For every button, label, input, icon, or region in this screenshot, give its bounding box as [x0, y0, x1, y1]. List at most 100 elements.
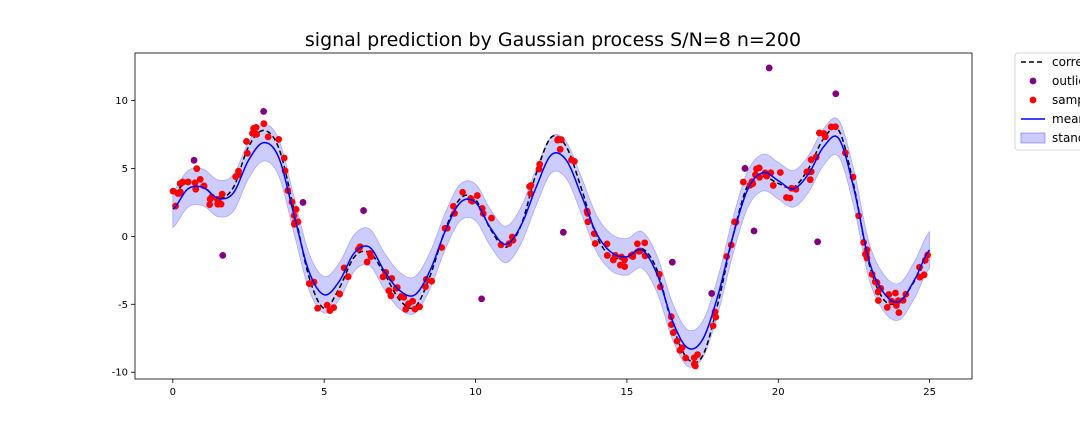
sample-point: [397, 293, 405, 300]
sample-point: [387, 292, 395, 300]
sample-point: [755, 164, 763, 172]
outlier-point: [765, 64, 773, 72]
sample-point: [264, 133, 272, 141]
sample-point: [292, 205, 300, 213]
sample-point: [883, 304, 891, 311]
x-tick-label: 10: [469, 387, 482, 398]
outlier-point: [260, 108, 268, 115]
legend-marker-samples: [1029, 96, 1037, 104]
x-tick-label: 15: [621, 387, 634, 398]
outlier-point: [832, 90, 840, 98]
sample-point: [690, 354, 698, 362]
sample-point: [899, 296, 907, 304]
sample-point: [554, 136, 561, 144]
sample-point: [473, 192, 481, 199]
sample-point: [556, 145, 564, 153]
sample-point: [416, 303, 423, 311]
sample-point: [428, 277, 436, 285]
y-tick-label: 5: [122, 164, 128, 175]
sample-point: [690, 360, 698, 368]
x-tick-label: 25: [923, 387, 936, 398]
y-tick-label: -10: [112, 368, 128, 379]
sample-point: [832, 123, 839, 131]
legend-label-outliers: outliers: [1052, 74, 1080, 88]
y-tick-label: 10: [115, 96, 128, 107]
plot-frame: [134, 52, 973, 380]
outlier-point: [299, 199, 307, 206]
sample-point: [892, 289, 899, 297]
sample-point: [609, 256, 617, 264]
x-tick-label: 0: [170, 387, 176, 398]
sample-point: [206, 201, 214, 208]
sample-point: [235, 167, 242, 175]
outlier-point: [360, 207, 367, 214]
sample-point: [570, 157, 578, 165]
y-axis: -10 -5 0 5 10: [112, 96, 135, 379]
outlier-point: [741, 165, 749, 172]
legend-label-correct: correct: [1052, 55, 1080, 69]
legend-box: [1014, 52, 1080, 151]
sample-point: [920, 271, 928, 279]
sample-point: [385, 287, 393, 295]
sample-point: [243, 138, 250, 145]
sample-point: [336, 290, 344, 298]
sample-point: [193, 165, 201, 173]
legend-marker-band: [1020, 132, 1046, 144]
legend-marker-outliers: [1029, 77, 1037, 85]
sample-point: [806, 176, 814, 184]
legend: correct outliers samples mean standard devia…: [1014, 52, 1080, 151]
sample-point: [821, 133, 829, 141]
sample-point: [326, 307, 334, 315]
outlier-point: [750, 227, 758, 235]
x-tick-label: 5: [321, 387, 327, 398]
sample-point: [191, 179, 199, 187]
outlier-point: [219, 251, 227, 259]
outlier-point: [559, 228, 567, 236]
sample-point: [243, 149, 251, 157]
legend-label-samples: samples: [1052, 93, 1080, 107]
sample-point: [739, 178, 747, 186]
sample-point: [253, 130, 261, 138]
sample-point: [280, 154, 288, 162]
sample-point: [669, 329, 677, 337]
sample-point: [323, 301, 331, 309]
sample-point: [402, 305, 410, 313]
sample-point: [678, 344, 686, 352]
sample-point: [682, 354, 690, 362]
x-tick-label: 20: [772, 387, 785, 398]
sample-point: [603, 252, 611, 259]
sample-point: [196, 175, 204, 183]
mean-series-line: [172, 135, 931, 350]
sample-point: [459, 188, 467, 196]
plot-area: [169, 64, 932, 370]
sample-point: [449, 202, 457, 210]
sample-point: [366, 249, 374, 257]
sample-point: [591, 240, 599, 247]
sample-point: [422, 283, 429, 291]
legend-label-band: standard deviation: [1052, 131, 1080, 145]
sample-point: [232, 173, 240, 181]
x-axis: 0 5 10 15 20 25: [170, 379, 936, 398]
sample-point: [409, 297, 417, 305]
sample-point: [175, 189, 183, 197]
chart-title: signal prediction by Gaussian process S/…: [305, 29, 801, 51]
sample-point: [275, 135, 283, 143]
outlier-point: [478, 295, 486, 303]
sample-point: [893, 302, 900, 309]
sample-point: [807, 156, 815, 164]
sample-point: [184, 178, 192, 186]
sample-point: [712, 313, 720, 321]
sample-point: [176, 180, 184, 187]
y-tick-label: 0: [122, 232, 128, 243]
sample-point: [363, 258, 371, 266]
y-tick-label: -5: [118, 300, 128, 311]
sample-point: [314, 304, 322, 312]
sample-point: [252, 124, 260, 131]
outliers-series: [190, 64, 840, 303]
sample-point: [874, 297, 882, 304]
outlier-point: [668, 258, 676, 266]
sample-point: [769, 182, 777, 189]
outlier-point: [814, 238, 822, 246]
samples-series: [169, 120, 932, 370]
